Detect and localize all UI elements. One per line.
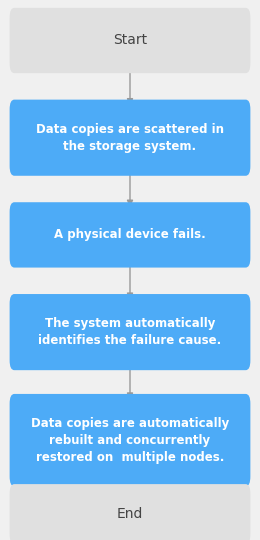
- FancyBboxPatch shape: [10, 8, 250, 73]
- FancyBboxPatch shape: [10, 294, 250, 370]
- FancyBboxPatch shape: [10, 99, 250, 176]
- Text: Data copies are automatically
rebuilt and concurrently
restored on  multiple nod: Data copies are automatically rebuilt an…: [31, 416, 229, 464]
- Text: Data copies are scattered in
the storage system.: Data copies are scattered in the storage…: [36, 123, 224, 153]
- Text: The system automatically
identifies the failure cause.: The system automatically identifies the …: [38, 317, 222, 347]
- FancyBboxPatch shape: [10, 202, 250, 268]
- Text: Start: Start: [113, 33, 147, 48]
- Text: End: End: [117, 507, 143, 521]
- Text: A physical device fails.: A physical device fails.: [54, 228, 206, 241]
- FancyBboxPatch shape: [10, 394, 250, 486]
- FancyBboxPatch shape: [10, 484, 250, 540]
